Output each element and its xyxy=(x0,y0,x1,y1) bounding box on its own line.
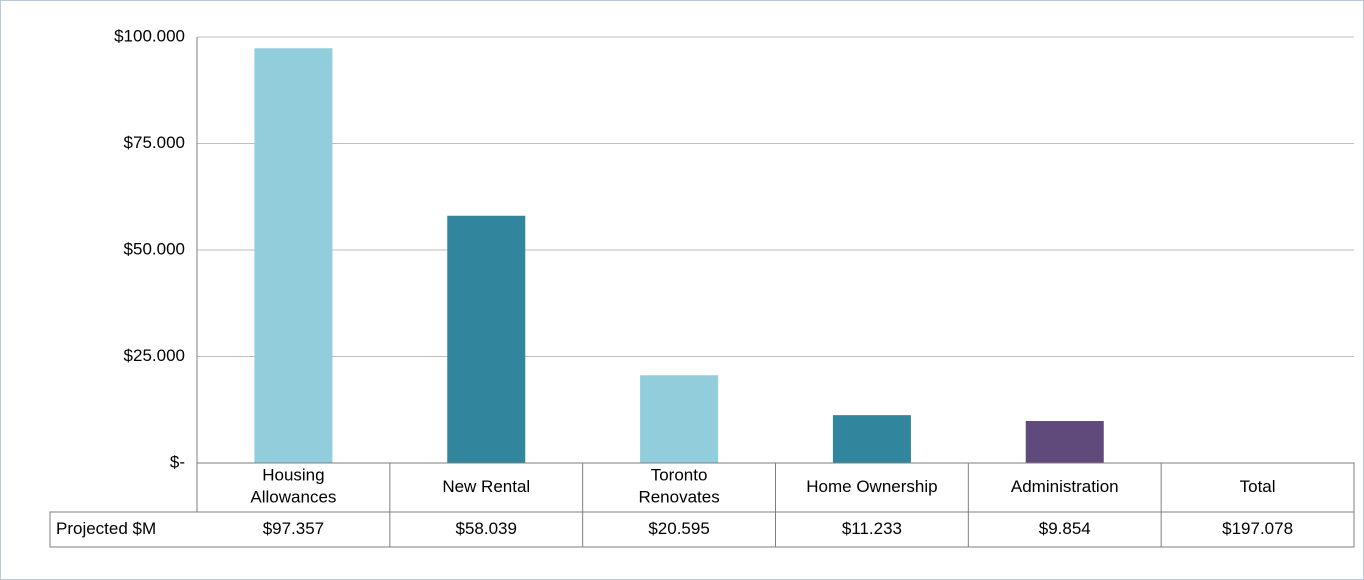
bar xyxy=(640,375,719,463)
y-tick-label: $100.000 xyxy=(114,26,185,45)
x-tick-label: Total xyxy=(1240,477,1276,496)
data-table-row xyxy=(49,511,1355,548)
y-tick-label: $- xyxy=(170,452,185,471)
bar xyxy=(254,48,333,463)
y-tick-label: $25.000 xyxy=(124,346,185,365)
row-header: Projected $M xyxy=(56,519,156,538)
bar xyxy=(832,415,911,463)
data-table-value: $97.357 xyxy=(263,519,324,538)
data-table-value: $20.595 xyxy=(648,519,709,538)
data-table-value: $11.233 xyxy=(842,519,902,538)
x-tick-label: Toronto Renovates xyxy=(638,466,719,507)
x-tick-label: Administration xyxy=(1011,477,1119,496)
data-table-value: $197.078 xyxy=(1222,519,1293,538)
y-tick-label: $50.000 xyxy=(124,239,185,258)
plot-area xyxy=(254,48,1104,463)
x-tick-label: Housing Allowances xyxy=(250,466,336,507)
data-table-value: $58.039 xyxy=(456,519,517,538)
bar xyxy=(447,215,526,463)
y-tick-label: $75.000 xyxy=(124,133,185,152)
x-tick-label: Home Ownership xyxy=(806,477,937,496)
data-table-value: $9.854 xyxy=(1039,519,1091,538)
bar xyxy=(1025,421,1104,463)
x-tick-label: New Rental xyxy=(442,477,530,496)
